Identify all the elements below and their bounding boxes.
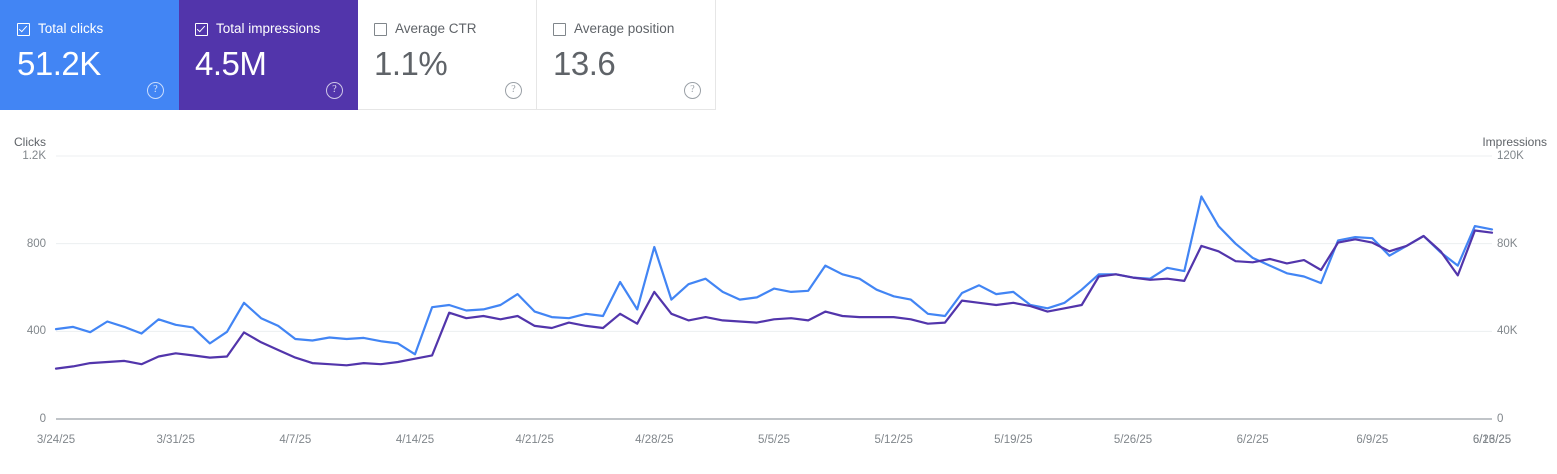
- metric-card-header: Average CTR: [374, 20, 520, 38]
- metric-card-total-clicks[interactable]: Total clicks 51.2K ?: [0, 0, 179, 110]
- checkbox-average-position[interactable]: [553, 22, 566, 36]
- x-axis-tick: 4/28/25: [635, 434, 674, 446]
- metric-card-total-impressions[interactable]: Total impressions 4.5M ?: [179, 0, 358, 110]
- x-axis-tick: 6/2/25: [1236, 434, 1269, 446]
- metric-card-header: Average position: [553, 20, 699, 38]
- metric-card-average-position[interactable]: Average position 13.6 ?: [537, 0, 716, 110]
- metric-cards-row: Total clicks 51.2K ? Total impressions 4…: [0, 0, 716, 110]
- metric-card-label: Total impressions: [216, 21, 321, 36]
- x-axis-tick: 5/26/25: [1113, 434, 1153, 446]
- y-axis-tick-left: 800: [26, 237, 46, 250]
- metric-card-label: Average CTR: [395, 21, 477, 36]
- x-axis-tick: 4/7/25: [279, 434, 312, 446]
- x-axis-tick: 4/21/25: [515, 434, 554, 446]
- series-line-impressions: [54, 229, 1494, 370]
- metric-card-value: 1.1%: [374, 45, 448, 82]
- chart-area: Clicks Impressions 0 0 400 40K 800 80K 1.2K 120…: [0, 110, 1557, 474]
- metric-card-label: Total clicks: [38, 21, 104, 36]
- checkbox-total-impressions[interactable]: [195, 22, 208, 36]
- checkbox-total-clicks[interactable]: [17, 22, 30, 36]
- x-axis-tick: 6/16/25: [1472, 434, 1512, 446]
- y-axis-tick-right: 0: [1497, 413, 1504, 425]
- metric-card-value: 51.2K: [17, 45, 101, 82]
- x-axis-tick: 5/12/25: [874, 434, 913, 446]
- y-axis-tick-left: 0: [39, 413, 46, 425]
- help-icon[interactable]: ?: [684, 82, 701, 99]
- x-axis-tick: 6/23/25: [1472, 434, 1512, 446]
- x-axis-tick: 5/5/25: [758, 434, 790, 446]
- metric-card-value: 13.6: [553, 45, 616, 82]
- y-axis-tick-left: 1.2K: [22, 150, 46, 162]
- metric-card-header: Total clicks: [17, 20, 162, 38]
- y-axis-title-clicks: Clicks: [14, 135, 46, 149]
- x-axis-tick: 3/31/25: [156, 434, 195, 446]
- help-icon[interactable]: ?: [326, 82, 343, 99]
- metric-card-value: 4.5M: [195, 45, 267, 82]
- series-line-clicks: [54, 195, 1494, 356]
- y-axis-tick-right: 40K: [1497, 325, 1518, 338]
- y-axis-tick-right: 80K: [1497, 237, 1518, 250]
- x-axis-tick: 6/9/25: [1356, 434, 1389, 446]
- x-axis-tick: 5/19/25: [994, 434, 1033, 446]
- x-axis-tick: 4/14/25: [395, 434, 435, 446]
- help-icon[interactable]: ?: [505, 82, 522, 99]
- metric-card-average-ctr[interactable]: Average CTR 1.1% ?: [358, 0, 537, 110]
- y-axis-tick-right: 120K: [1497, 150, 1524, 162]
- checkbox-average-ctr[interactable]: [374, 22, 387, 36]
- chart-plot: [54, 155, 1494, 420]
- metric-card-header: Total impressions: [195, 20, 341, 38]
- x-axis-tick: 3/24/25: [36, 434, 76, 446]
- help-icon[interactable]: ?: [147, 82, 164, 99]
- y-axis-tick-left: 400: [26, 325, 46, 338]
- y-axis-title-impressions: Impressions: [1482, 135, 1547, 149]
- metric-card-label: Average position: [574, 21, 675, 36]
